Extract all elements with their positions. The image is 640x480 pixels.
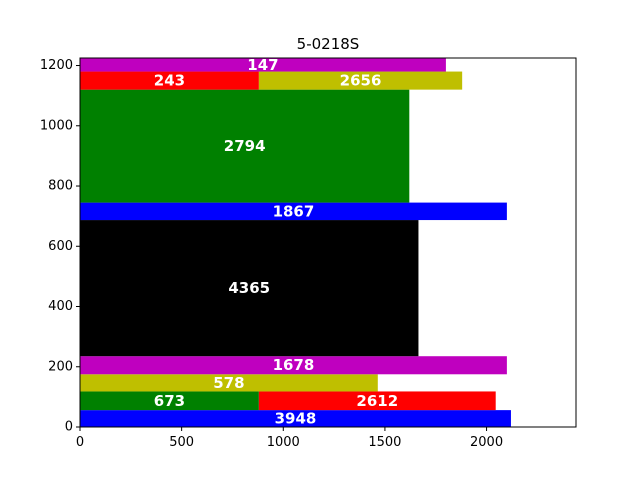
bar-label-8: 243 xyxy=(154,72,185,90)
x-tick-label-4: 2000 xyxy=(470,435,503,450)
x-tick-label-1: 500 xyxy=(169,435,194,450)
bar-label-0: 3948 xyxy=(275,410,317,428)
x-axis: 0 500 1000 1500 2000 xyxy=(76,427,503,450)
bar-label-1: 673 xyxy=(154,392,185,410)
y-tick-label-0: 0 xyxy=(65,420,73,435)
bar-label-9: 2656 xyxy=(340,72,382,90)
y-tick-label-4: 800 xyxy=(48,179,73,194)
bar-label-2: 2612 xyxy=(356,392,398,410)
bar-label-4: 1678 xyxy=(273,356,315,374)
bar-label-6: 1867 xyxy=(273,202,315,220)
y-tick-label-6: 1200 xyxy=(40,58,73,73)
y-tick-label-3: 600 xyxy=(48,239,73,254)
x-tick-label-0: 0 xyxy=(76,435,84,450)
y-axis: 0 200 400 600 800 1000 1200 xyxy=(40,58,80,434)
bar-label-5: 4365 xyxy=(228,279,270,297)
chart-title: 5-0218S xyxy=(297,35,360,53)
bar-label-7: 2794 xyxy=(224,137,266,155)
y-tick-label-5: 1000 xyxy=(40,118,73,133)
y-tick-label-2: 400 xyxy=(48,299,73,314)
x-tick-label-2: 1000 xyxy=(267,435,300,450)
y-tick-label-1: 200 xyxy=(48,359,73,374)
x-tick-label-3: 1500 xyxy=(368,435,401,450)
bar-label-3: 578 xyxy=(213,374,244,392)
